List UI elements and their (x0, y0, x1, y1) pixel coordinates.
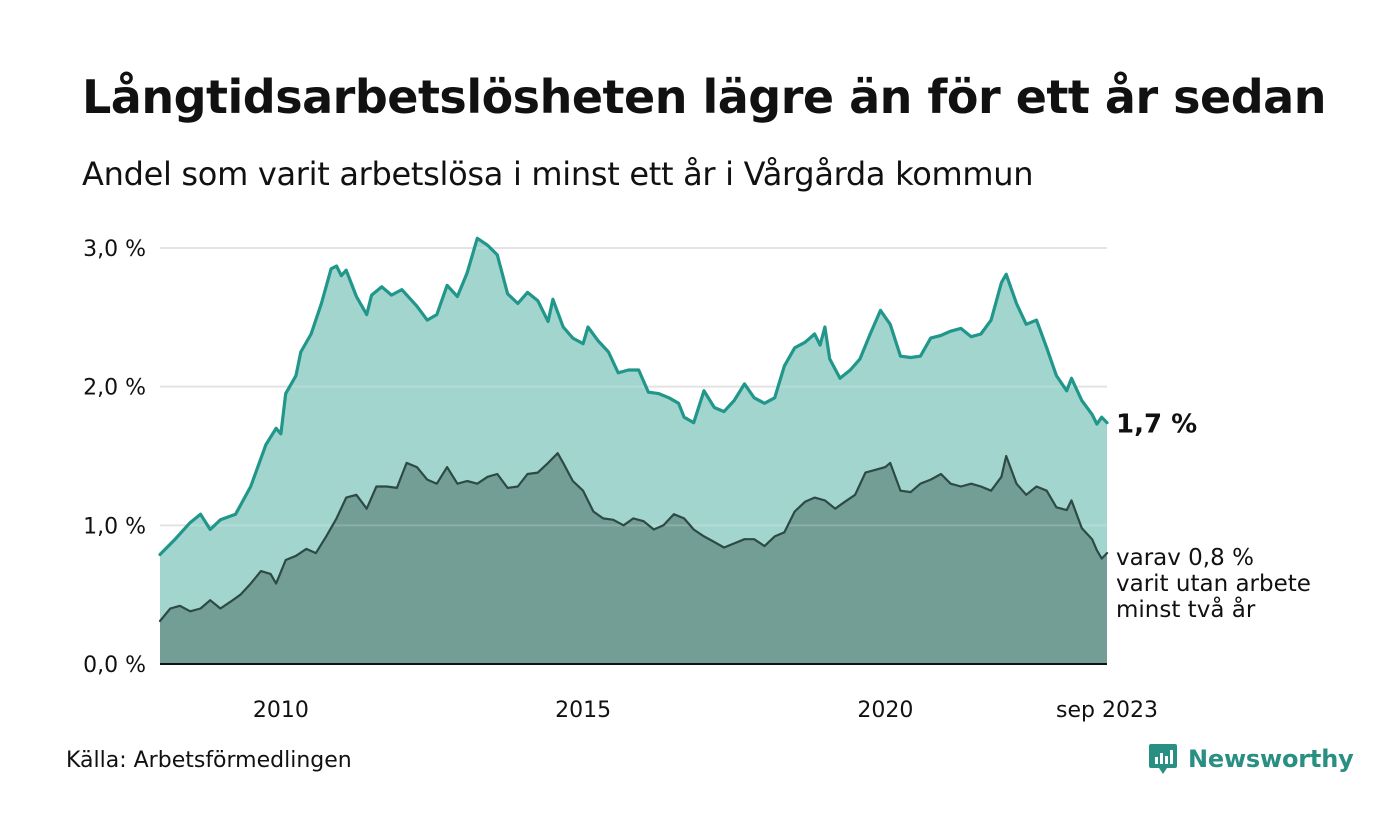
y-tick-label: 3,0 % (83, 237, 146, 262)
brand-name: Newsworthy (1188, 745, 1354, 773)
y-tick-label: 2,0 % (83, 376, 146, 401)
y-tick-label: 1,0 % (83, 514, 146, 539)
end-label-total: 1,7 % (1116, 410, 1197, 440)
series-total-line (158, 236, 1109, 557)
x-tick-label: 2010 (253, 698, 309, 723)
end-label-two-year-line-2: varit utan arbete (1116, 571, 1311, 597)
series-two-year-area (160, 453, 1107, 664)
x-tick-label: 2020 (857, 698, 913, 723)
source-note: Källa: Arbetsförmedlingen (66, 748, 352, 773)
area-layer (158, 236, 1109, 665)
axis-layer: 0,0 % 1,0 % 2,0 % 3,0 % 2010 2015 2020 sep 2023 (83, 237, 1158, 723)
end-label-two-year-line-3: minst två år (1116, 595, 1256, 623)
label-layer: 1,7 % varav 0,8 % varit utan arbete mins… (1116, 410, 1311, 623)
x-tick-label: sep 2023 (1056, 698, 1158, 723)
series-two-year-line (158, 452, 1109, 623)
brand-logo[interactable]: Newsworthy (1148, 742, 1354, 776)
chart-subtitle: Andel som varit arbetslösa i minst ett å… (82, 155, 1034, 193)
chart-title: Långtidsarbetslösheten lägre än för ett … (82, 70, 1326, 124)
end-label-two-year-line-1: varav 0,8 % (1116, 545, 1254, 571)
newsworthy-icon (1149, 744, 1177, 774)
x-tick-label: 2015 (555, 698, 611, 723)
y-tick-label: 0,0 % (83, 653, 146, 678)
